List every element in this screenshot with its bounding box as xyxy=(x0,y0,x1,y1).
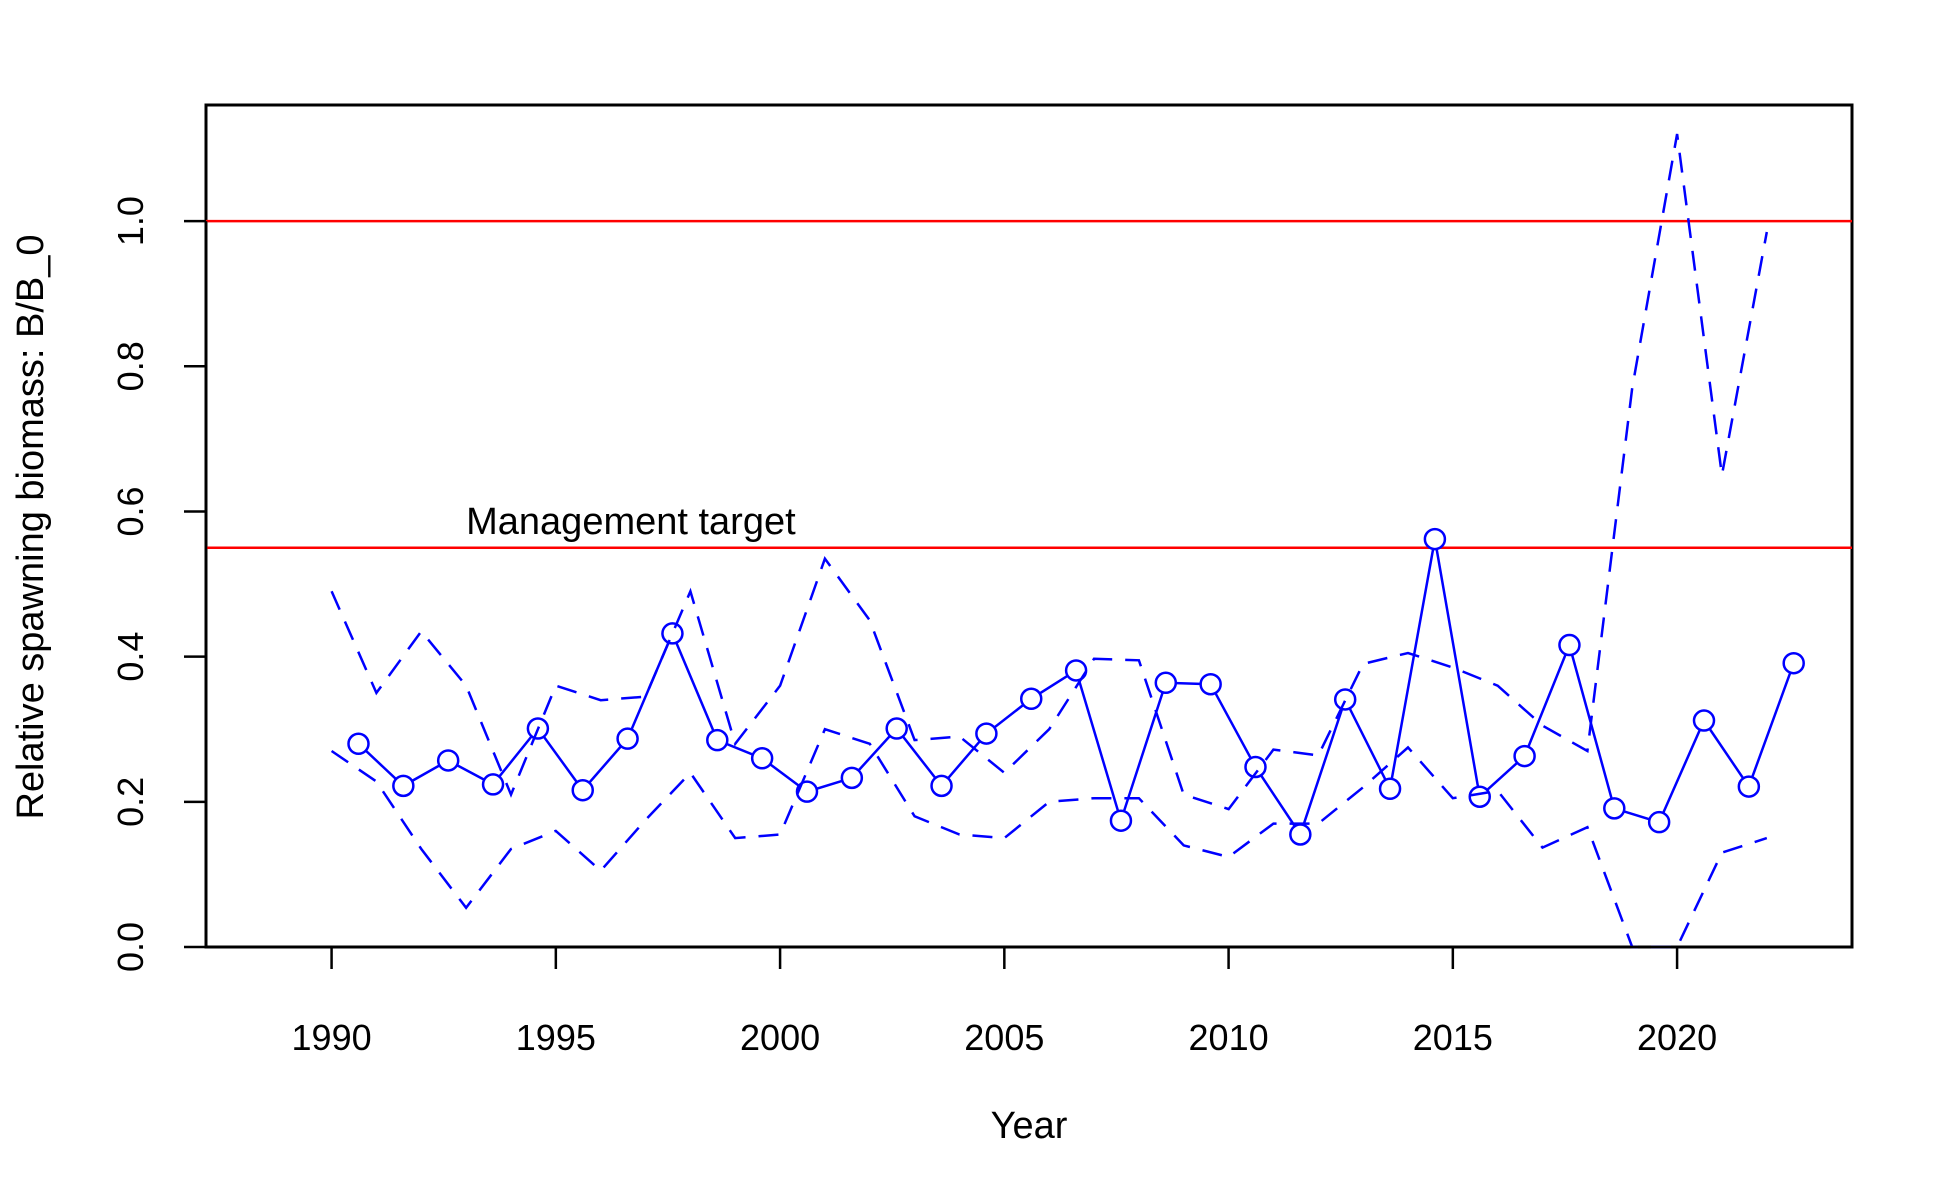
data-point-11 xyxy=(840,766,864,790)
y-axis: 0.0 0.2 0.4 0.6 0.8 1.0 xyxy=(110,196,208,972)
data-point-0 xyxy=(347,732,370,756)
y-axis-title: Relative spawning biomass: B/B_0 xyxy=(10,234,52,819)
data-point-27 xyxy=(1558,633,1581,657)
data-point-20 xyxy=(1244,755,1267,779)
y-tick-label-0: 0.0 xyxy=(110,922,151,972)
annotation-management-target: Management target xyxy=(466,501,796,543)
plot-frame xyxy=(204,103,1854,949)
data-point-14 xyxy=(975,722,998,745)
data-point-12 xyxy=(885,717,908,740)
data-point-17 xyxy=(1109,809,1133,832)
data-point-16 xyxy=(1064,659,1088,682)
x-tick-label-1995: 1995 xyxy=(516,1017,596,1058)
data-point-5 xyxy=(571,778,594,802)
data-point-22 xyxy=(1333,688,1357,711)
data-point-31 xyxy=(1737,775,1761,798)
reference-lines xyxy=(206,219,1852,550)
x-tick-label-2010: 2010 xyxy=(1189,1017,1269,1058)
series-line-2 xyxy=(330,727,1768,949)
x-axis: 1990 1995 2000 2005 2010 2015 2020 xyxy=(292,945,1717,1058)
data-point-26 xyxy=(1513,744,1536,768)
x-tick-label-2015: 2015 xyxy=(1413,1017,1493,1058)
data-point-23 xyxy=(1378,777,1402,801)
series-line-1 xyxy=(330,133,1769,811)
data-point-9 xyxy=(750,747,774,770)
data-point-29 xyxy=(1647,810,1671,834)
data-point-6 xyxy=(616,727,639,750)
y-tick-label-2: 0.4 xyxy=(110,632,151,682)
y-tick-label-4: 0.8 xyxy=(110,341,151,391)
data-point-25 xyxy=(1468,785,1491,808)
data-point-3 xyxy=(481,773,505,796)
data-point-13 xyxy=(930,774,953,798)
data-point-19 xyxy=(1199,672,1222,696)
data-point-30 xyxy=(1692,709,1716,732)
x-tick-label-1990: 1990 xyxy=(292,1017,372,1058)
x-tick-label-2020: 2020 xyxy=(1637,1017,1717,1058)
data-point-7 xyxy=(661,622,684,645)
y-tick-label-5: 1.0 xyxy=(110,196,151,246)
y-tick-label-1: 0.2 xyxy=(110,777,151,827)
data-point-32 xyxy=(1782,651,1805,675)
series-layer xyxy=(330,133,1805,949)
x-axis-title: Year xyxy=(991,1105,1068,1147)
data-point-2 xyxy=(436,749,460,772)
data-point-24 xyxy=(1423,527,1447,551)
x-tick-label-2000: 2000 xyxy=(740,1017,820,1058)
data-point-15 xyxy=(1019,687,1043,711)
data-point-18 xyxy=(1154,671,1178,695)
x-tick-label-2005: 2005 xyxy=(964,1017,1044,1058)
data-point-28 xyxy=(1603,797,1626,820)
data-point-21 xyxy=(1289,823,1312,846)
y-tick-label-3: 0.6 xyxy=(110,486,151,536)
data-point-1 xyxy=(392,774,415,798)
data-point-8 xyxy=(706,728,729,752)
